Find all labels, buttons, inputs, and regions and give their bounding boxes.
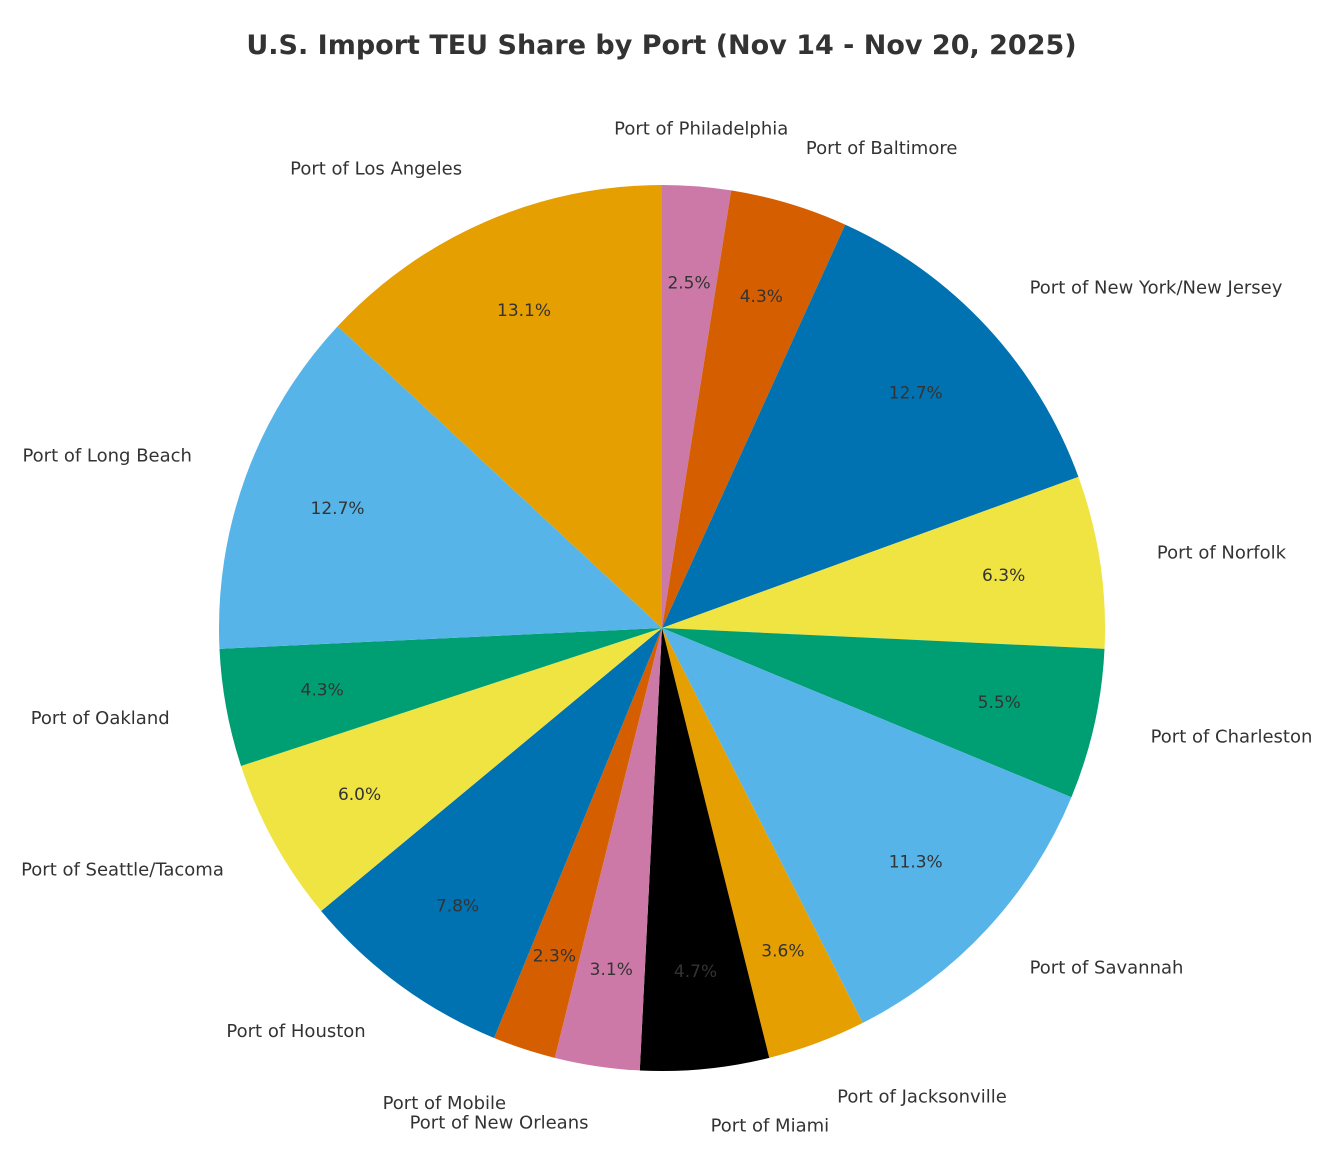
pct-label-port-of-new-york-new-jersey: 12.7% bbox=[889, 383, 943, 403]
pct-label-port-of-los-angeles: 13.1% bbox=[497, 301, 551, 321]
percentage-labels: 2.5% 4.3% 12.7% 6.3% 5.5% 11.3% 3.6% 4.7% 3.1% 2.… bbox=[301, 274, 1026, 982]
slice-port-of-baltimore bbox=[662, 190, 846, 628]
pct-label-port-of-new-orleans: 3.1% bbox=[590, 960, 633, 980]
slice-labels: Port of Philadelphia Port of Baltimore Por… bbox=[21, 118, 1312, 1136]
label-port-of-long-beach: Port of Long Beach bbox=[22, 445, 192, 466]
slice-port-of-philadelphia bbox=[662, 185, 732, 628]
label-port-of-miami: Port of Miami bbox=[711, 1116, 830, 1137]
slice-port-of-seattle-tacoma bbox=[241, 628, 662, 911]
label-port-of-charleston: Port of Charleston bbox=[1151, 726, 1313, 747]
pct-label-port-of-jacksonville: 3.6% bbox=[761, 942, 804, 962]
pct-label-port-of-baltimore: 4.3% bbox=[740, 287, 783, 307]
label-port-of-oakland: Port of Oakland bbox=[31, 708, 170, 729]
pct-label-port-of-mobile: 2.3% bbox=[533, 946, 576, 966]
label-port-of-new-york-new-jersey: Port of New York/New Jersey bbox=[1030, 278, 1283, 299]
pct-label-port-of-miami: 4.7% bbox=[674, 962, 717, 982]
pct-label-port-of-houston: 7.8% bbox=[436, 897, 479, 917]
pct-label-port-of-philadelphia: 2.5% bbox=[667, 274, 710, 294]
pct-label-port-of-charleston: 5.5% bbox=[978, 693, 1021, 713]
pct-label-port-of-norfolk: 6.3% bbox=[982, 566, 1025, 586]
slice-port-of-new-york-new-jersey bbox=[662, 224, 1079, 628]
slice-port-of-oakland bbox=[219, 628, 663, 766]
pct-label-port-of-seattle-tacoma: 6.0% bbox=[338, 785, 381, 805]
label-port-of-norfolk: Port of Norfolk bbox=[1157, 542, 1287, 563]
slice-port-of-houston bbox=[321, 628, 662, 1038]
label-port-of-mobile: Port of Mobile bbox=[383, 1093, 507, 1114]
slice-port-of-new-orleans bbox=[554, 628, 662, 1071]
label-port-of-new-orleans: Port of New Orleans bbox=[410, 1113, 589, 1134]
label-port-of-seattle-tacoma: Port of Seattle/Tacoma bbox=[21, 860, 224, 881]
slice-port-of-miami bbox=[639, 628, 770, 1072]
pct-label-port-of-oakland: 4.3% bbox=[301, 680, 344, 700]
label-port-of-philadelphia: Port of Philadelphia bbox=[614, 118, 788, 139]
slice-port-of-savannah bbox=[662, 628, 1072, 1023]
chart-title: U.S. Import TEU Share by Port (Nov 14 - … bbox=[246, 30, 1077, 61]
slice-port-of-long-beach bbox=[219, 326, 662, 649]
pct-label-port-of-long-beach: 12.7% bbox=[311, 499, 365, 519]
pct-label-port-of-savannah: 11.3% bbox=[889, 853, 943, 873]
slice-port-of-norfolk bbox=[662, 476, 1105, 649]
label-port-of-jacksonville: Port of Jacksonville bbox=[837, 1086, 1007, 1107]
pie-slices bbox=[219, 185, 1105, 1072]
slice-port-of-jacksonville bbox=[662, 628, 863, 1058]
label-port-of-baltimore: Port of Baltimore bbox=[806, 138, 958, 159]
slice-port-of-los-angeles bbox=[337, 185, 662, 628]
label-port-of-los-angeles: Port of Los Angeles bbox=[290, 159, 462, 180]
label-port-of-savannah: Port of Savannah bbox=[1030, 957, 1184, 978]
slice-port-of-charleston bbox=[662, 628, 1105, 798]
slice-port-of-mobile bbox=[494, 628, 662, 1058]
label-port-of-houston: Port of Houston bbox=[226, 1021, 365, 1042]
